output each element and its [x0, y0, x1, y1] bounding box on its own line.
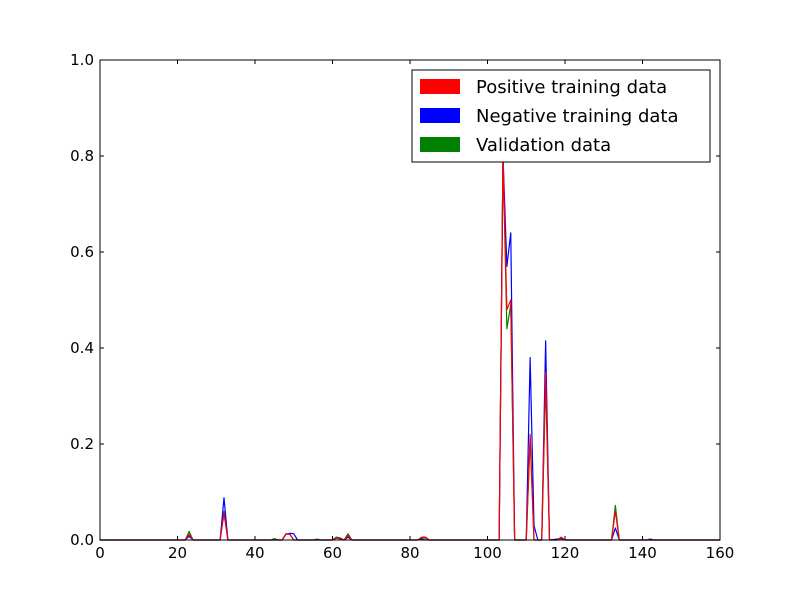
x-tick-label: 120 [551, 544, 580, 562]
x-tick-label: 160 [706, 544, 735, 562]
y-tick-label: 0.0 [70, 531, 94, 549]
x-tick-label: 80 [400, 544, 419, 562]
y-tick-label: 0.2 [70, 435, 94, 453]
legend-swatch [420, 79, 460, 94]
x-tick-label: 0 [95, 544, 105, 562]
x-tick-label: 60 [323, 544, 342, 562]
y-tick-label: 1.0 [70, 51, 94, 69]
legend-label: Negative training data [476, 106, 679, 127]
axes-frame [99, 59, 721, 541]
legend-swatch [420, 137, 460, 152]
axis-ticks: 0 20 40 60 80 100 120 140 160 0.0 0.2 0.4 0.6 0.8 1.0 [70, 51, 734, 562]
y-tick-label: 0.6 [70, 243, 94, 261]
legend-swatch [420, 108, 460, 123]
x-tick-label: 40 [245, 544, 264, 562]
legend-box [411, 69, 711, 163]
legend-label: Validation data [476, 135, 611, 156]
legend: Positive training data Negative training … [411, 69, 711, 163]
y-tick-label: 0.4 [70, 339, 94, 357]
x-tick-label: 140 [628, 544, 657, 562]
legend-label: Positive training data [476, 77, 667, 98]
x-tick-label: 20 [168, 544, 187, 562]
y-tick-label: 0.8 [70, 147, 94, 165]
x-tick-label: 100 [473, 544, 502, 562]
